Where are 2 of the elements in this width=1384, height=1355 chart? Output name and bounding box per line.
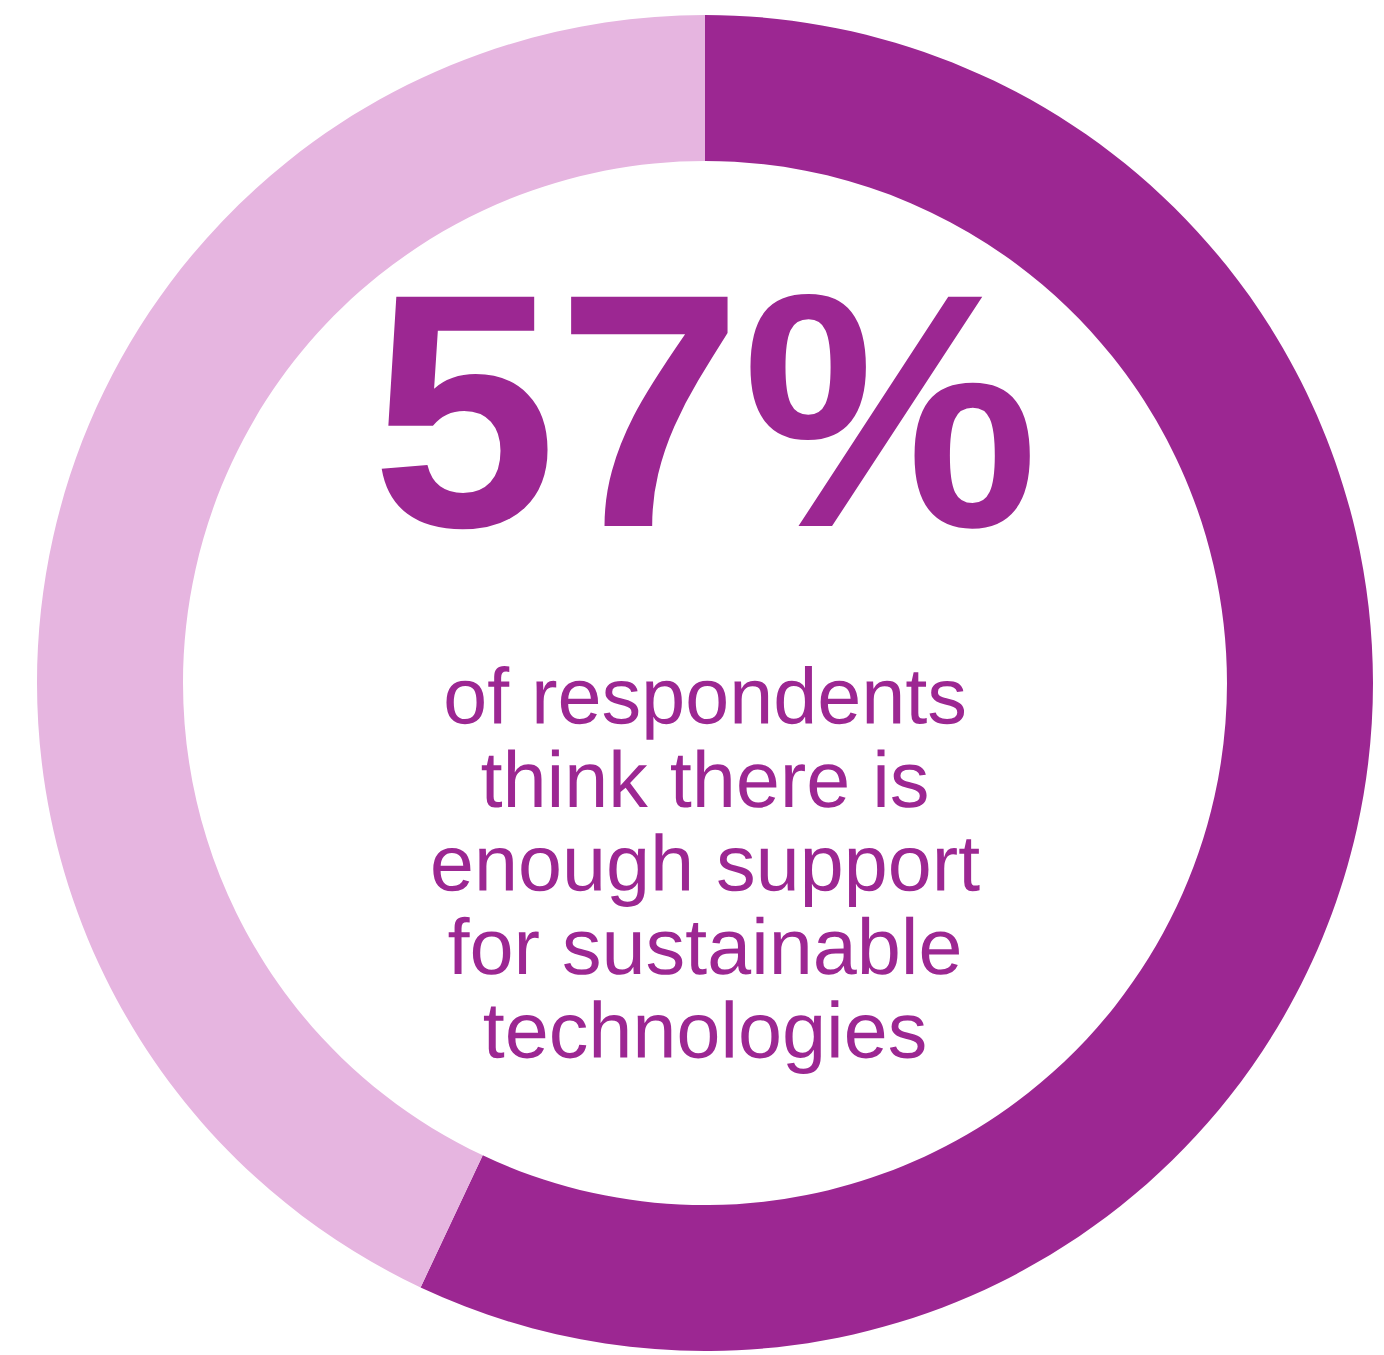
data-label: 57% (381, 294, 1030, 530)
text: of respondents think there is enough support for sustainable technologies (433, 666, 980, 1075)
